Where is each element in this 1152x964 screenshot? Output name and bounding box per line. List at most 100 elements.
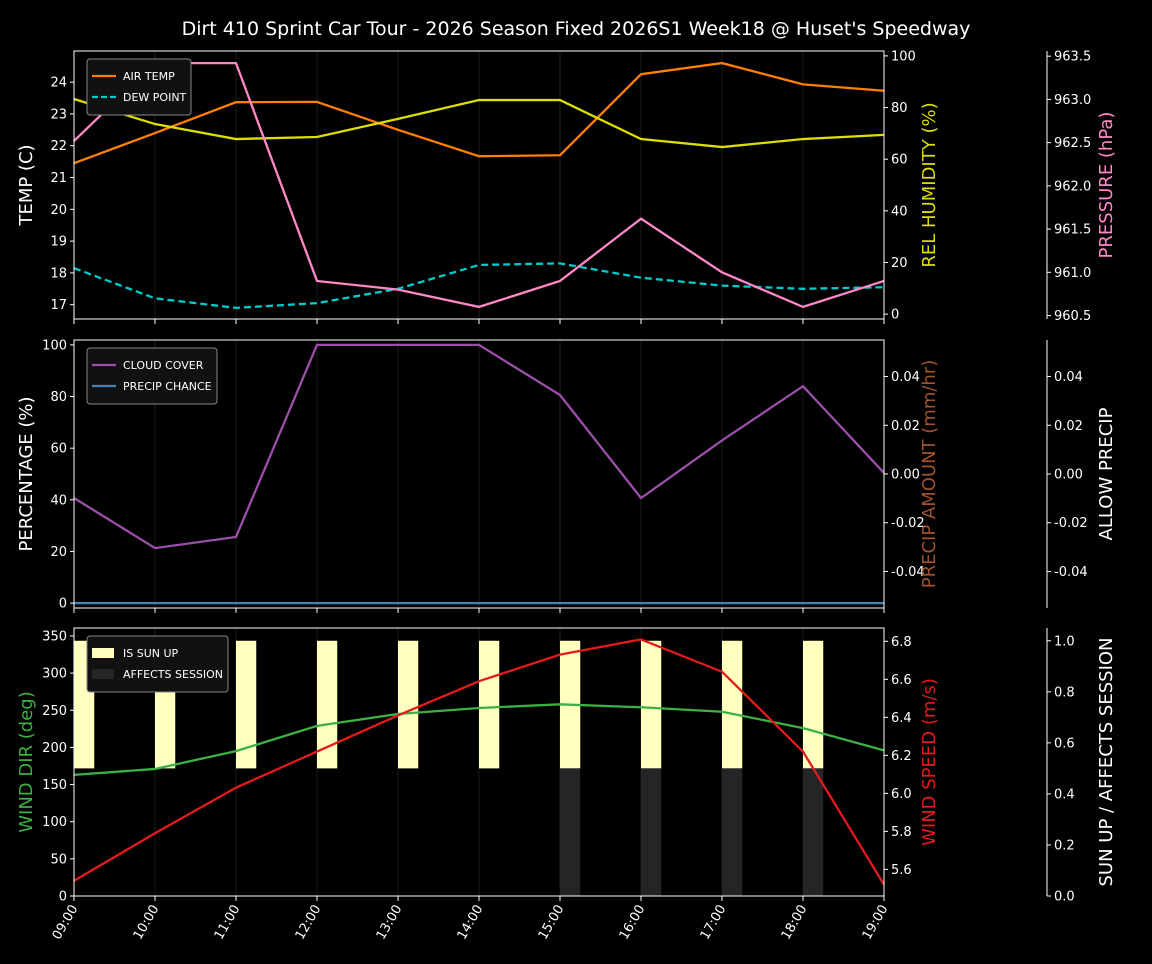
x-tick-label: 13:00 [374, 903, 406, 943]
right2-axis-label: SUN UP / AFFECTS SESSION [1096, 637, 1117, 886]
sun-up-bar [722, 640, 743, 769]
left-tick-label: 100 [42, 815, 67, 830]
left-tick-label: 300 [42, 667, 67, 682]
x-tick-label: 12:00 [293, 903, 325, 943]
legend-swatch [92, 669, 114, 679]
right2-tick-label: -0.02 [1054, 516, 1088, 531]
right2-tick-label: 962.0 [1054, 179, 1091, 194]
right2-tick-label: 0.0 [1054, 890, 1075, 905]
legend-box [86, 58, 192, 116]
x-tick-label: 17:00 [698, 903, 730, 943]
right2-tick-label: 961.5 [1054, 223, 1091, 238]
left-tick-label: 350 [42, 629, 67, 644]
left-tick-label: 20 [50, 203, 67, 218]
legend: CLOUD COVER PRECIP CHANCE [86, 347, 218, 405]
right2-tick-label: -0.04 [1054, 565, 1088, 580]
left-tick-label: 100 [42, 338, 67, 353]
legend-swatch [92, 648, 114, 658]
right-axis-label: REL HUMIDITY (%) [919, 102, 940, 267]
x-tick-label: 11:00 [212, 903, 244, 943]
series-line-right [73, 638, 885, 886]
left-tick-label: 24 [50, 76, 67, 91]
left-tick-label: 23 [50, 107, 67, 122]
right2-tick-label: 0.8 [1054, 685, 1075, 700]
affects-session-bar [641, 768, 662, 896]
chart-title: Dirt 410 Sprint Car Tour - 2026 Season F… [182, 18, 971, 40]
sun-up-bar [803, 640, 824, 769]
panel-1: 17 18 19 20 21 22 23 24 TEMP (C) 0 20 40 60 80 100 REL … [16, 49, 1117, 324]
left-tick-label: 150 [42, 778, 67, 793]
x-tick-label: 18:00 [779, 903, 811, 943]
series-line-left [73, 703, 885, 777]
right2-tick-label: 1.0 [1054, 634, 1075, 649]
right2-tick-label: 0.02 [1054, 419, 1083, 434]
left-tick-label: 200 [42, 741, 67, 756]
affects-session-bar [722, 768, 743, 896]
right-tick-label: 6.0 [891, 787, 912, 802]
legend-box [86, 347, 218, 405]
left-tick-label: 18 [50, 266, 67, 281]
x-tick-label: 15:00 [536, 903, 568, 943]
sun-up-bar [641, 640, 662, 769]
right-tick-label: 80 [891, 101, 908, 116]
left-tick-label: 17 [50, 298, 67, 313]
left-tick-label: 40 [50, 493, 67, 508]
x-tick-label: 19:00 [860, 903, 892, 943]
legend-label: AIR TEMP [123, 70, 175, 83]
right-tick-label: 100 [891, 49, 916, 64]
right-tick-label: 5.6 [891, 863, 912, 878]
legend: IS SUN UP AFFECTS SESSION [86, 635, 229, 693]
right-tick-label: 60 [891, 153, 908, 168]
right2-tick-label: 0.6 [1054, 736, 1075, 751]
right-tick-label: 0.02 [891, 419, 920, 434]
legend-label: CLOUD COVER [123, 359, 204, 372]
left-tick-label: 20 [50, 545, 67, 560]
sun-up-bar [398, 640, 419, 769]
left-tick-label: 60 [50, 442, 67, 457]
affects-session-bar [560, 768, 581, 896]
right2-tick-label: 963.5 [1054, 50, 1091, 65]
sun-up-bar [479, 640, 500, 769]
legend-box [86, 635, 229, 693]
legend-label: IS SUN UP [123, 647, 179, 660]
right-tick-label: -0.02 [891, 516, 925, 531]
right2-tick-label: 963.0 [1054, 93, 1091, 108]
left-tick-label: 50 [50, 852, 67, 867]
right2-tick-label: 961.0 [1054, 266, 1091, 281]
legend-label: AFFECTS SESSION [123, 668, 223, 681]
sun-up-bar [236, 640, 257, 769]
right2-tick-label: 0.2 [1054, 838, 1075, 853]
left-tick-label: 0 [59, 890, 67, 905]
left-tick-label: 21 [50, 171, 67, 186]
series-line-dew-point [73, 262, 885, 310]
series-line-right2 [73, 61, 885, 309]
legend: AIR TEMP DEW POINT [86, 58, 192, 116]
left-tick-label: 0 [59, 597, 67, 612]
right-tick-label: 0.00 [891, 468, 920, 483]
sun-up-bar [317, 640, 338, 769]
x-tick-label: 10:00 [131, 903, 163, 943]
right-axis-label: WIND SPEED (m/s) [919, 678, 940, 846]
legend-label: DEW POINT [123, 91, 187, 104]
right-tick-label: 6.4 [891, 711, 912, 726]
right-tick-label: 6.6 [891, 673, 912, 688]
right2-tick-label: 960.5 [1054, 309, 1091, 324]
right-tick-label: 6.2 [891, 749, 912, 764]
right2-tick-label: 0.00 [1054, 468, 1083, 483]
affects-session-bar [803, 768, 824, 896]
legend-label: PRECIP CHANCE [123, 380, 212, 393]
left-tick-label: 250 [42, 704, 67, 719]
right-tick-label: 6.8 [891, 635, 912, 650]
right-tick-label: 20 [891, 256, 908, 271]
right-tick-label: 0 [891, 308, 899, 323]
right-tick-label: -0.04 [891, 565, 925, 580]
left-axis-label: TEMP (C) [16, 144, 37, 226]
panel-3: 0 50 100 150 200 250 300 350 WIND DIR (deg) 5.6 5.… [16, 627, 1117, 943]
right-tick-label: 0.04 [891, 370, 920, 385]
left-tick-label: 80 [50, 390, 67, 405]
x-tick-label: 16:00 [617, 903, 649, 943]
series-line-cloud-cover [73, 343, 885, 550]
left-axis-label: WIND DIR (deg) [16, 691, 37, 833]
series-line-right [73, 97, 885, 149]
